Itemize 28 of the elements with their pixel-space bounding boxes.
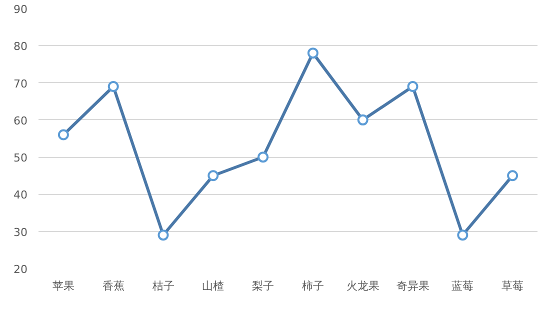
y-tick-label: 70 (14, 77, 28, 90)
x-tick-label: 柿子 (302, 280, 324, 292)
x-tick-label: 桔子 (151, 280, 174, 292)
y-tick-label: 40 (14, 188, 28, 202)
y-tick-label: 30 (14, 226, 28, 239)
x-tick-label: 草莓 (502, 280, 524, 292)
y-tick-label: 90 (14, 3, 28, 16)
y-tick-label: 80 (14, 40, 28, 54)
x-tick-label: 香蕉 (102, 280, 124, 292)
point (457, 230, 468, 241)
x-tick-label: 梨子 (252, 280, 274, 292)
y-tick-label: 20 (14, 263, 28, 276)
point (158, 230, 169, 241)
x-tick-label: 奇异果 (396, 280, 430, 292)
x-tick-label: 火龙果 (346, 280, 380, 292)
x-tick-label: 苹果 (52, 280, 74, 292)
point (307, 48, 318, 59)
x-tick-label: 蓝莓 (452, 280, 474, 292)
y-tick-label: 60 (14, 114, 28, 128)
point (208, 170, 219, 182)
point (108, 81, 119, 92)
point (407, 81, 418, 92)
point (58, 129, 69, 140)
point (357, 114, 368, 126)
point (258, 152, 269, 163)
point (507, 170, 518, 182)
y-tick-label: 50 (14, 152, 28, 165)
x-tick-label: 山楂 (202, 280, 224, 292)
